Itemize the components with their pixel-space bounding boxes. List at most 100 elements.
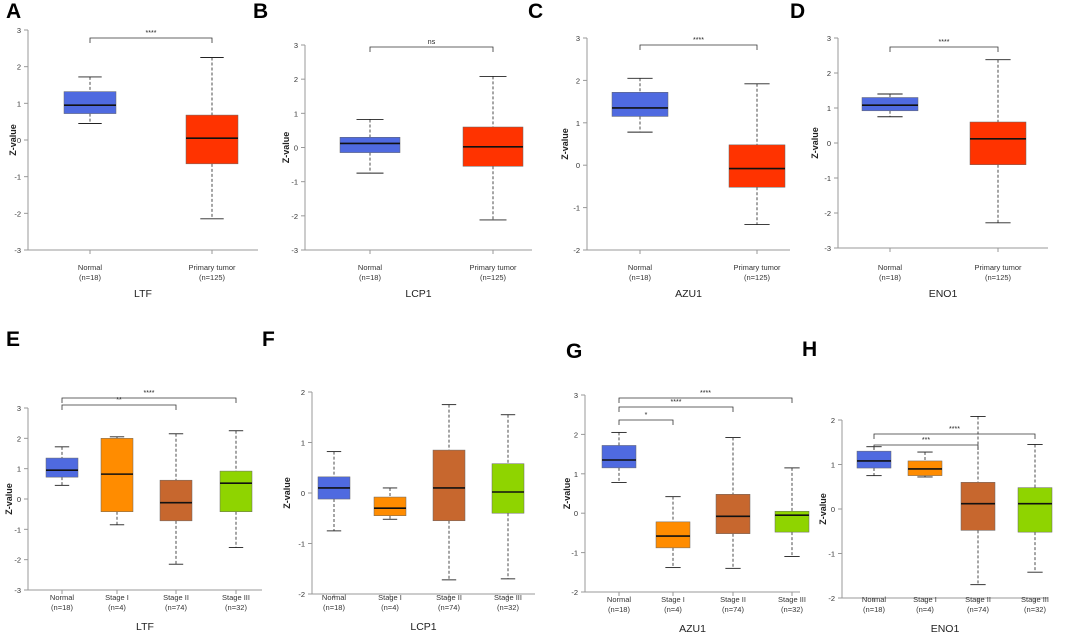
significance-label: ***	[922, 437, 930, 444]
sample-size-label: (n=32)	[1024, 605, 1046, 614]
category-label: Normal	[50, 593, 75, 602]
category-label: Stage I	[661, 595, 685, 604]
y-tick-label: 1	[294, 109, 298, 118]
box	[861, 97, 919, 112]
y-tick-label: -2	[291, 212, 298, 221]
y-tick-label: 1	[301, 439, 305, 448]
box	[159, 479, 193, 522]
box	[1017, 487, 1053, 533]
category-label: Stage II	[965, 595, 991, 604]
category-label: Stage I	[913, 595, 937, 604]
y-axis-title: Z-value	[810, 127, 820, 159]
significance-bracket	[61, 404, 177, 410]
y-tick-label: 0	[576, 161, 580, 170]
sample-size-label: (n=18)	[359, 273, 381, 282]
box	[969, 121, 1027, 165]
gene-title: ENO1	[931, 623, 960, 635]
panel-letter: G	[566, 340, 582, 363]
box	[219, 470, 253, 512]
y-tick-label: 1	[17, 99, 21, 108]
significance-label: ****	[700, 390, 711, 397]
gene-title: LTF	[134, 288, 152, 300]
sample-size-label: (n=4)	[664, 605, 682, 614]
category-label: Stage III	[222, 593, 250, 602]
category-label: Stage II	[163, 593, 189, 602]
y-axis-title: Z-value	[818, 493, 828, 525]
panel-letter: C	[528, 0, 543, 23]
box	[960, 482, 996, 531]
significance-bracket	[873, 433, 1036, 439]
sample-size-label: (n=18)	[608, 605, 630, 614]
y-axis-title: Z-value	[560, 128, 570, 160]
sample-size-label: (n=18)	[629, 273, 651, 282]
y-tick-label: 2	[576, 76, 580, 85]
significance-label: ns	[428, 39, 436, 46]
significance-label: ****	[949, 426, 960, 433]
y-tick-label: 0	[301, 489, 305, 498]
panel-letter: E	[6, 328, 20, 351]
box	[774, 510, 810, 533]
category-label: Normal	[628, 263, 653, 272]
box	[185, 114, 239, 165]
significance-label: ****	[146, 30, 157, 37]
category-label: Normal	[322, 593, 347, 602]
significance-bracket	[639, 44, 758, 50]
y-tick-label: -2	[824, 209, 831, 218]
category-label: Stage II	[436, 593, 462, 602]
y-tick-label: 2	[294, 75, 298, 84]
y-tick-label: 3	[827, 34, 831, 43]
significance-label: ****	[693, 37, 704, 44]
box	[655, 521, 691, 549]
significance-label: *	[645, 412, 648, 419]
y-axis-title: Z-value	[8, 124, 18, 156]
box	[715, 494, 751, 534]
y-tick-label: 0	[17, 495, 21, 504]
sample-size-label: (n=32)	[781, 605, 803, 614]
sample-size-label: (n=18)	[51, 603, 73, 612]
significance-label: ****	[144, 390, 155, 397]
y-tick-label: -2	[828, 594, 835, 603]
panel-a: A -3 -2 -1 0 1 2 3 Z-value Normal(n=18) Primary tu…	[6, 0, 258, 300]
box	[100, 438, 134, 512]
y-tick-label: 2	[827, 69, 831, 78]
panel-f: F -2 -1 0 1 2 Z-value Normal(n=18) Stage I(n=4) S…	[262, 328, 535, 633]
category-label: Stage III	[494, 593, 522, 602]
sample-size-label: (n=4)	[381, 603, 399, 612]
y-tick-label: 2	[17, 63, 21, 72]
y-tick-label: -1	[291, 178, 298, 187]
sample-size-label: (n=4)	[108, 603, 126, 612]
y-tick-label: -1	[571, 549, 578, 558]
panel-h: H -2 -1 0 1 2 Z-value Normal(n=18) Stage I(n=4) S…	[802, 338, 1053, 635]
gene-title: LTF	[136, 621, 154, 633]
y-tick-label: -2	[14, 556, 21, 565]
category-label: Normal	[78, 263, 103, 272]
category-label: Stage III	[1021, 595, 1049, 604]
y-tick-label: -1	[298, 540, 305, 549]
y-tick-label: -3	[291, 246, 298, 255]
significance-bracket	[89, 37, 213, 43]
y-tick-label: 3	[574, 391, 578, 400]
category-label: Stage I	[378, 593, 402, 602]
y-tick-label: 2	[17, 434, 21, 443]
sample-size-label: (n=74)	[165, 603, 187, 612]
significance-label: ****	[671, 399, 682, 406]
box	[432, 449, 466, 522]
panel-d: D -3 -2 -1 0 1 2 3 Z-value Normal(n=18) Primary tu…	[790, 0, 1048, 300]
y-tick-label: 0	[17, 136, 21, 145]
y-tick-label: 3	[17, 26, 21, 35]
category-label: Stage III	[778, 595, 806, 604]
y-tick-label: -1	[824, 174, 831, 183]
gene-title: ENO1	[929, 288, 958, 300]
y-tick-label: 1	[17, 465, 21, 474]
panel-g: G -2 -1 0 1 2 3 Z-value Normal(n=18) Stage I(n=4)…	[562, 340, 810, 635]
box	[63, 91, 117, 114]
gene-title: LCP1	[410, 621, 436, 633]
y-tick-label: 0	[831, 505, 835, 514]
sample-size-label: (n=125)	[744, 273, 771, 282]
significance-label: **	[116, 397, 122, 404]
y-tick-label: 2	[301, 388, 305, 397]
box	[611, 92, 669, 117]
category-label: Primary tumor	[469, 263, 517, 272]
